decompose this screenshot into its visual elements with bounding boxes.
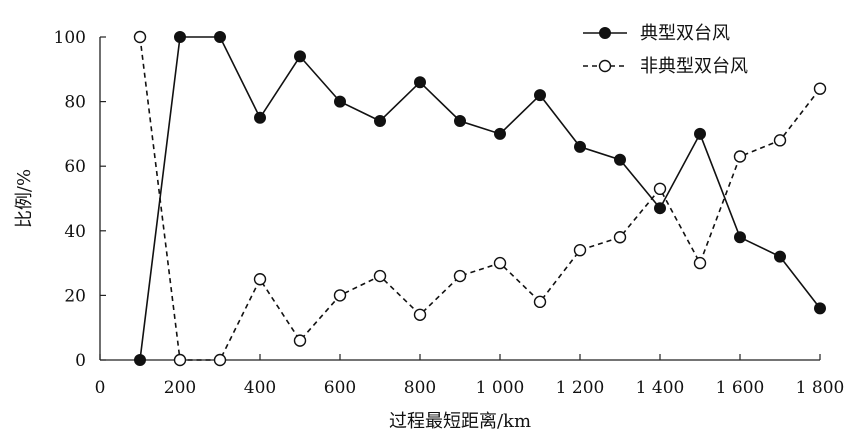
series-1-point — [574, 140, 586, 153]
series-1-point — [734, 231, 746, 244]
series-2-point — [213, 353, 227, 367]
y-tick-label: 80 — [64, 93, 86, 113]
series-1-point — [254, 111, 266, 124]
series-1-point — [414, 76, 426, 89]
series-1-line — [139, 36, 821, 361]
series-1-point — [334, 95, 346, 108]
series-2-point — [613, 231, 627, 244]
x-tick-label: 1 600 — [716, 378, 765, 398]
x-tick-label: 0 — [95, 378, 106, 398]
series-1-point — [654, 202, 666, 215]
series-1-point — [294, 50, 306, 63]
y-tick-label: 20 — [64, 286, 86, 306]
x-tick-label: 200 — [164, 378, 196, 398]
x-tick-label: 400 — [244, 378, 276, 398]
y-tick-label: 40 — [64, 222, 86, 242]
series-layer — [133, 30, 827, 367]
series-2 — [133, 30, 827, 367]
series-2-point — [253, 273, 267, 286]
series-1-point — [694, 127, 706, 140]
legend-marker-1 — [599, 27, 611, 39]
series-2-point — [293, 334, 307, 347]
x-tick-label: 600 — [324, 378, 356, 398]
y-tick-label: 100 — [54, 28, 86, 48]
x-tick-label: 1 000 — [476, 378, 525, 398]
x-tick-label: 1 200 — [556, 378, 605, 398]
legend-marker-2 — [598, 59, 612, 73]
series-2-point — [453, 269, 467, 283]
series-2-point — [773, 134, 787, 147]
series-1-point — [374, 114, 386, 127]
series-1-point — [614, 153, 626, 166]
x-tick-label: 800 — [404, 378, 436, 398]
series-2-point — [373, 269, 387, 283]
series-1-point — [214, 31, 226, 43]
series-2-line — [139, 36, 821, 361]
series-2-point — [573, 243, 587, 257]
series-2-point — [813, 82, 827, 95]
x-axis-title: 过程最短距离/km — [389, 411, 531, 432]
series-1-point — [774, 250, 786, 263]
x-tick-label: 1 800 — [796, 378, 845, 398]
series-1-point — [534, 89, 546, 102]
y-tick-label: 0 — [75, 351, 86, 371]
legend-label-1: 典型双台风 — [640, 23, 730, 44]
legend-label-2: 非典型双台风 — [640, 56, 748, 77]
series-1 — [134, 31, 826, 366]
series-2-point — [173, 353, 187, 367]
series-1-point — [814, 302, 826, 315]
series-2-point — [733, 150, 747, 163]
series-2-point — [333, 289, 347, 302]
series-1-point — [494, 127, 506, 140]
y-tick-label: 60 — [64, 157, 86, 177]
series-2-point — [133, 30, 147, 44]
series-1-point — [454, 114, 466, 127]
series-2-point — [653, 182, 667, 196]
series-1-point — [174, 31, 186, 43]
series-1-point — [134, 354, 146, 366]
series-2-point — [533, 295, 547, 309]
series-2-point — [493, 256, 507, 270]
y-axis-title: 比例/% — [14, 169, 35, 228]
series-2-point — [413, 308, 427, 321]
series-2-point — [693, 256, 707, 270]
x-tick-label: 1 400 — [636, 378, 685, 398]
